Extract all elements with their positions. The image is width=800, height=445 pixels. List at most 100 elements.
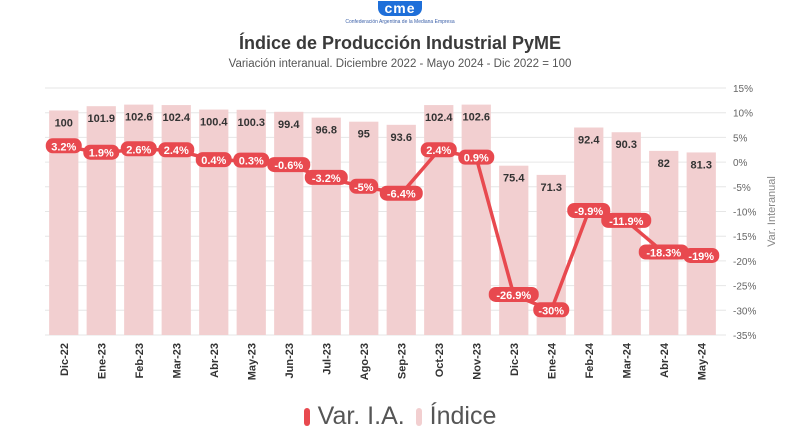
bar-value-label: 71.3 bbox=[541, 182, 562, 194]
chart-plot: 15% 10% 5% 0% -5% -10% -15% -20% -25% -30% -35% Var… bbox=[45, 84, 778, 380]
legend-label-indice: Índice bbox=[429, 402, 497, 430]
legend-item-indice[interactable]: Índice bbox=[415, 402, 497, 431]
bar bbox=[236, 109, 266, 335]
x-tick-label: Mar-23 bbox=[171, 343, 183, 378]
bar-value-label: 90.3 bbox=[616, 139, 637, 151]
x-tick-label: Ago-23 bbox=[359, 343, 371, 380]
x-tick-label: Oct-23 bbox=[434, 343, 446, 377]
bar-value-label: 102.4 bbox=[425, 112, 453, 124]
x-tick-label: Abr-23 bbox=[209, 343, 221, 378]
x-tick-label: Sep-23 bbox=[396, 343, 408, 379]
right-axis-tick-label: 0% bbox=[733, 158, 748, 169]
legend-swatch-bar bbox=[415, 407, 422, 426]
bar-value-label: 81.3 bbox=[691, 159, 712, 171]
line-value-label: -3.2% bbox=[312, 173, 341, 185]
legend-label-var: Var. I.A. bbox=[317, 402, 405, 430]
legend-swatch-line bbox=[303, 407, 310, 426]
x-tick-label: Feb-23 bbox=[134, 343, 146, 378]
bar-value-label: 100 bbox=[55, 117, 73, 129]
line-value-label: 0.4% bbox=[201, 155, 226, 167]
bar-value-label: 96.8 bbox=[316, 125, 337, 137]
bar bbox=[274, 111, 304, 335]
line-label-bg bbox=[683, 247, 720, 263]
line-value-label: -19% bbox=[688, 251, 714, 263]
bar-value-label: 100.3 bbox=[237, 117, 265, 129]
bar bbox=[349, 121, 379, 335]
bar-value-label: 101.9 bbox=[87, 113, 115, 125]
x-tick-label: Mar-24 bbox=[621, 342, 633, 378]
chart-legend: Var. I.A. Índice bbox=[0, 402, 800, 433]
line-label-bg bbox=[488, 286, 539, 302]
line-value-label: -9.9% bbox=[574, 206, 603, 218]
right-axis-tick-label: -30% bbox=[733, 306, 756, 317]
line-label-bg bbox=[601, 212, 652, 228]
bar-value-label: 93.6 bbox=[391, 132, 412, 144]
line-label-bg bbox=[379, 185, 423, 201]
line-label-bg bbox=[349, 178, 379, 194]
line-value-label: -18.3% bbox=[646, 248, 681, 260]
bar-value-label: 102.6 bbox=[462, 112, 490, 124]
line-label-bg bbox=[420, 142, 457, 158]
line-value-label: -0.6% bbox=[274, 160, 303, 172]
bar bbox=[461, 104, 491, 335]
right-axis-tick-label: -5% bbox=[733, 183, 751, 194]
bar bbox=[311, 117, 341, 335]
x-tick-label: Jun-23 bbox=[284, 343, 296, 378]
line-label-bg bbox=[233, 152, 270, 168]
right-axis-tick-label: -10% bbox=[733, 208, 756, 219]
line-label-bg bbox=[83, 144, 120, 160]
bar bbox=[199, 109, 229, 335]
line-label-bg bbox=[195, 152, 232, 168]
bar bbox=[124, 104, 154, 335]
line-value-label: 2.4% bbox=[426, 145, 451, 157]
x-tick-label: Dic-22 bbox=[59, 343, 71, 376]
right-axis-tick-label: -20% bbox=[733, 257, 756, 268]
line-label-bg bbox=[638, 244, 689, 260]
right-axis-tick-label: -15% bbox=[733, 232, 756, 243]
came-logo: cme Confederación Argentina de la Median… bbox=[340, 0, 460, 32]
bar bbox=[499, 165, 529, 335]
line-label-bg bbox=[267, 157, 311, 173]
right-axis-tick-label: -35% bbox=[733, 331, 756, 342]
x-tick-label: Nov-23 bbox=[471, 343, 483, 380]
line-value-label: -5% bbox=[354, 182, 374, 194]
logo-tagline: Confederación Argentina de la Mediana Em… bbox=[345, 19, 455, 25]
legend-item-var[interactable]: Var. I.A. bbox=[303, 402, 405, 431]
line-value-label: 2.6% bbox=[126, 144, 151, 156]
bar bbox=[386, 124, 416, 335]
x-tick-label: May-23 bbox=[246, 343, 258, 380]
line-label-bg bbox=[458, 149, 495, 165]
line-value-label: -26.9% bbox=[496, 290, 531, 302]
right-axis-tick-label: -25% bbox=[733, 282, 756, 293]
line-label-bg bbox=[304, 169, 348, 185]
line-label-bg bbox=[120, 141, 157, 157]
x-tick-label: Ene-24 bbox=[546, 342, 558, 379]
bar-value-label: 95 bbox=[358, 129, 370, 141]
chart-title: Índice de Producción Industrial PyME bbox=[238, 33, 562, 53]
line-value-label: 0.3% bbox=[239, 156, 264, 168]
right-axis-tick-label: 5% bbox=[733, 133, 748, 144]
line-value-label: 3.2% bbox=[51, 141, 76, 153]
right-axis-tick-label: 15% bbox=[733, 84, 753, 95]
x-tick-label: Abr-24 bbox=[659, 342, 671, 378]
right-axis-tick-label: 10% bbox=[733, 109, 753, 120]
bar bbox=[161, 105, 191, 335]
bar-value-label: 75.4 bbox=[503, 173, 525, 185]
x-tick-label: Feb-24 bbox=[584, 342, 596, 378]
line-value-label: -6.4% bbox=[387, 189, 416, 201]
x-tick-label: May-24 bbox=[696, 342, 708, 380]
line-value-label: 0.9% bbox=[464, 153, 489, 165]
bar-value-label: 100.4 bbox=[200, 117, 228, 129]
bar bbox=[424, 105, 454, 335]
line-value-label: 1.9% bbox=[89, 148, 114, 160]
x-tick-label: Jul-23 bbox=[321, 343, 333, 375]
line-value-label: -11.9% bbox=[609, 216, 643, 228]
bar bbox=[611, 132, 641, 335]
line-label-bg bbox=[158, 142, 195, 158]
logo-mark: cme bbox=[378, 1, 422, 16]
bar bbox=[574, 127, 604, 336]
line-label-bg bbox=[45, 138, 82, 154]
bar-value-label: 82 bbox=[658, 158, 670, 170]
bar bbox=[686, 152, 716, 335]
line-value-label: -30% bbox=[538, 305, 564, 317]
